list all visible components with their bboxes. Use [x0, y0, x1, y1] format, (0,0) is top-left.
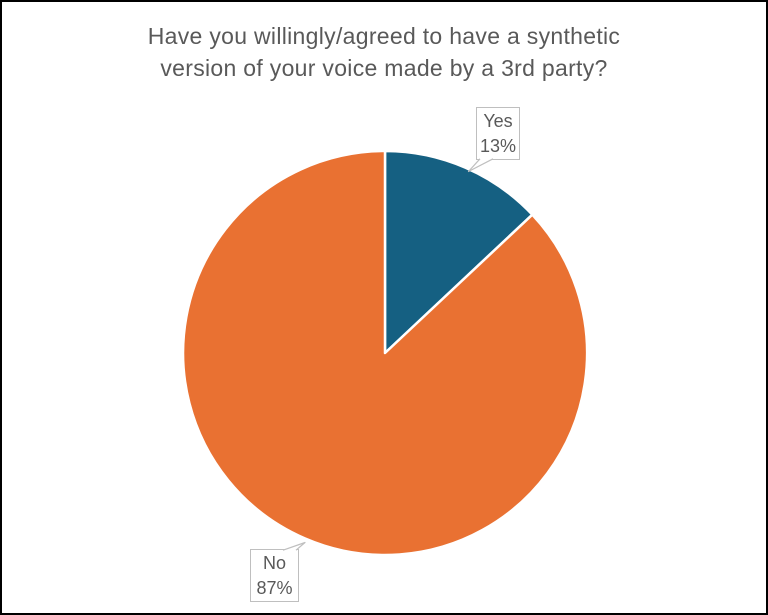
pie-slice-no — [181, 149, 589, 557]
data-label-yes: Yes 13% — [476, 107, 520, 160]
data-label-yes-value: 13% — [479, 135, 517, 156]
pie-slice-yes — [383, 149, 534, 355]
data-label-no: No 87% — [250, 549, 299, 602]
pie-slices — [181, 149, 589, 557]
chart-title: Have you willingly/agreed to have a synt… — [147, 23, 621, 81]
data-label-yes-category: Yes — [483, 110, 513, 131]
data-label-no-category: No — [262, 552, 286, 573]
yes-callout-pointer-icon — [467, 158, 494, 173]
data-label-no-value: 87% — [256, 577, 293, 598]
